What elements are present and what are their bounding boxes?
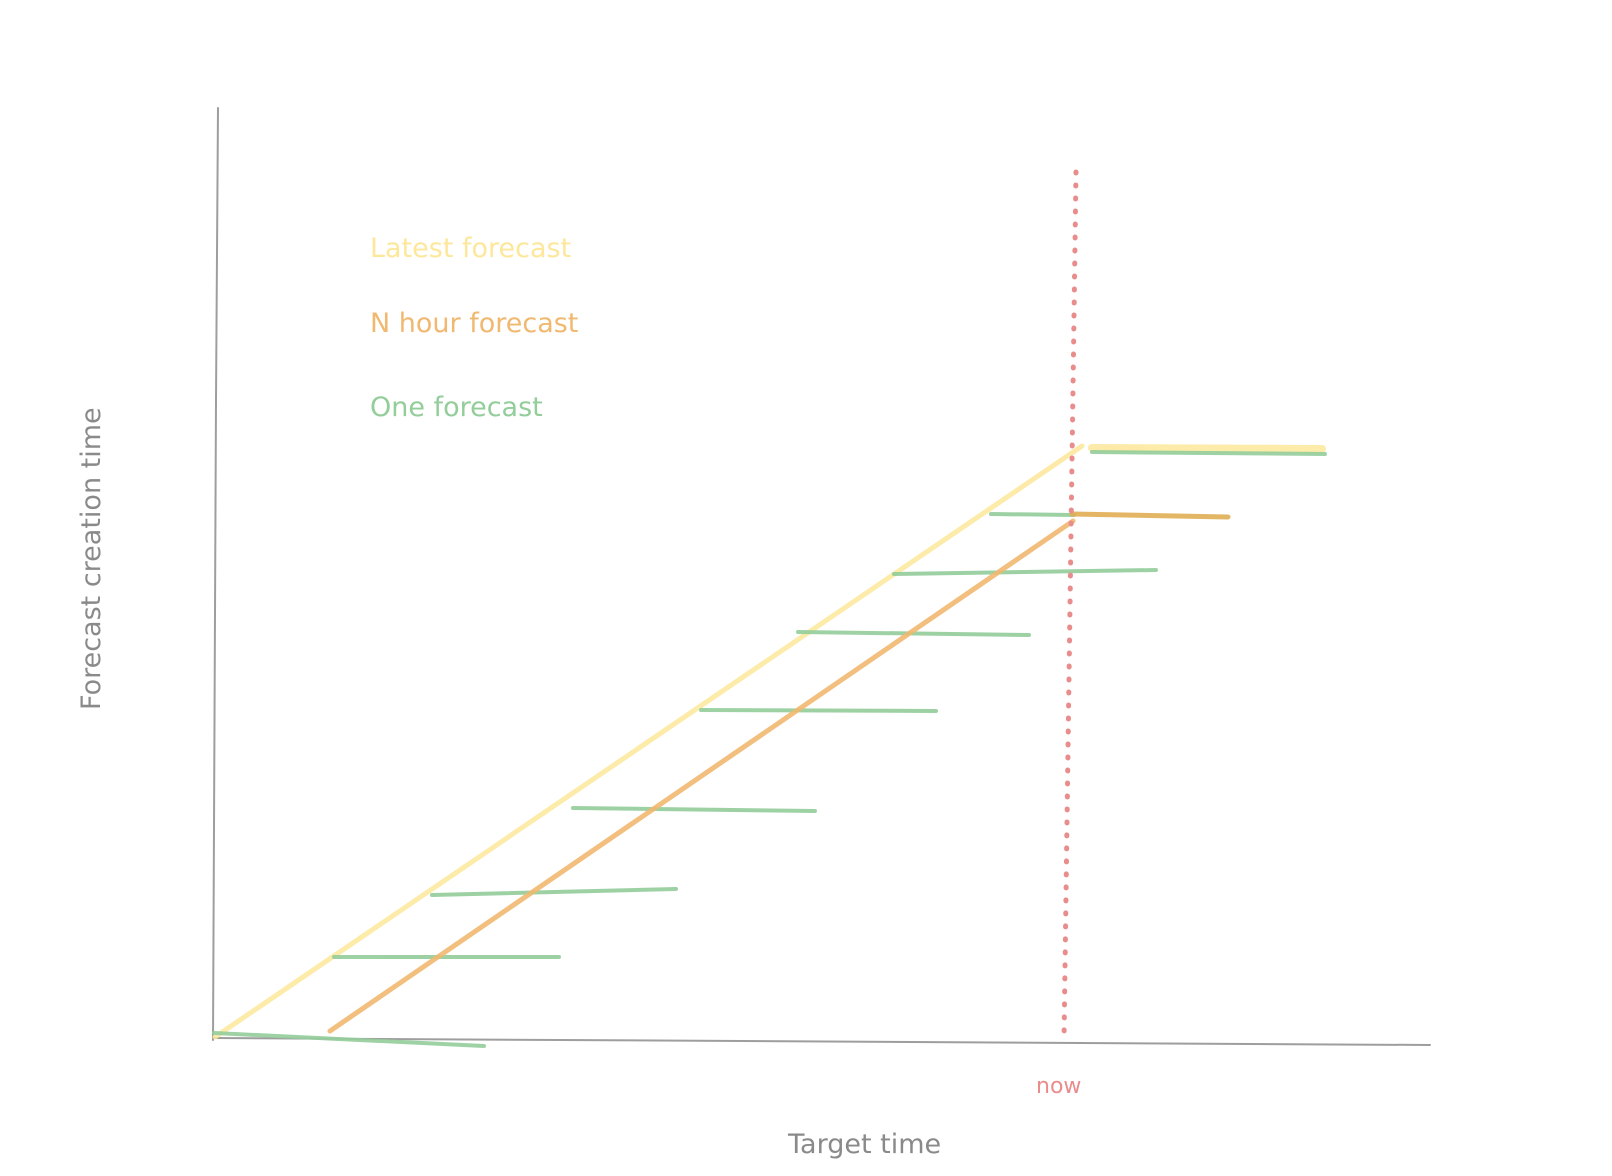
legend: Latest forecast N hour forecast One fore… xyxy=(370,233,578,423)
latest-forecast-lines xyxy=(212,443,1326,1040)
legend-latest-forecast: Latest forecast xyxy=(370,233,571,264)
now-label: now xyxy=(1036,1074,1081,1099)
n-hour-forecast-diagonal xyxy=(327,518,1076,1034)
latest-forecast-diagonal xyxy=(212,443,1085,1040)
y-axis xyxy=(212,107,219,1041)
now-line xyxy=(1061,169,1079,1043)
latest-forecast-horizontal xyxy=(1088,444,1326,453)
legend-one-forecast: One forecast xyxy=(370,392,543,423)
one-forecast-segment xyxy=(430,887,678,897)
one-forecast-segment xyxy=(699,708,938,713)
y-axis-label: Forecast creation time xyxy=(76,407,107,710)
x-axis xyxy=(212,1037,1431,1046)
one-forecast-segment xyxy=(892,568,1158,576)
n-hour-forecast-lines xyxy=(327,511,1231,1034)
one-forecast-segment xyxy=(989,512,1076,517)
one-forecast-lines xyxy=(212,450,1327,1048)
x-axis-label: Target time xyxy=(787,1129,941,1160)
axes xyxy=(212,107,1431,1046)
legend-n-hour-forecast: N hour forecast xyxy=(370,308,578,339)
one-forecast-segment xyxy=(212,1031,486,1048)
one-forecast-segment xyxy=(1090,450,1327,456)
n-hour-forecast-horizontal xyxy=(1069,511,1231,520)
one-forecast-segment xyxy=(571,806,817,813)
